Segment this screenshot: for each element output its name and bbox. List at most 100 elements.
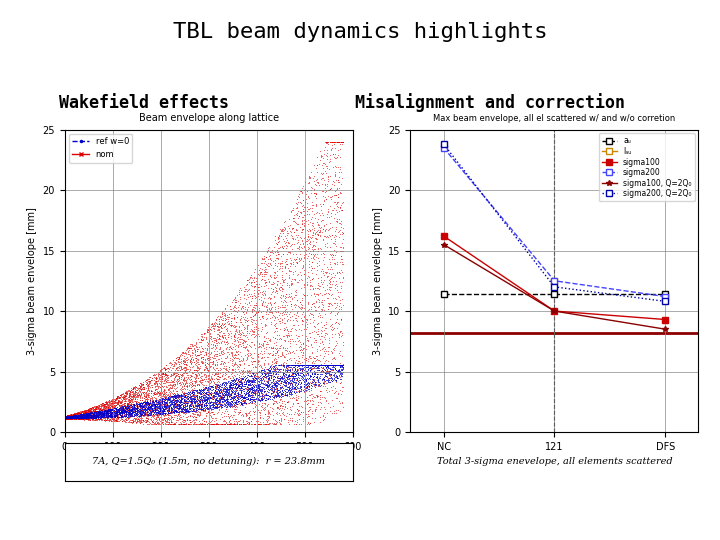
Point bbox=[76, 409, 88, 418]
Point bbox=[100, 411, 112, 420]
Point bbox=[88, 413, 99, 421]
Point bbox=[261, 301, 273, 309]
Point bbox=[319, 306, 330, 315]
Point bbox=[165, 392, 176, 400]
Point bbox=[136, 402, 148, 410]
Point bbox=[136, 396, 148, 404]
Point bbox=[274, 401, 285, 410]
Point bbox=[211, 349, 222, 358]
Point bbox=[137, 409, 148, 418]
Point bbox=[174, 400, 185, 408]
Point bbox=[258, 403, 270, 412]
Point bbox=[265, 298, 276, 306]
Point bbox=[193, 388, 204, 396]
Point bbox=[215, 393, 226, 401]
Point bbox=[102, 401, 113, 410]
Point bbox=[120, 392, 132, 400]
Point bbox=[102, 409, 114, 418]
Point bbox=[282, 317, 293, 326]
Point bbox=[294, 359, 306, 367]
Point bbox=[241, 354, 253, 363]
Point bbox=[273, 265, 284, 273]
Point bbox=[319, 359, 330, 368]
Point bbox=[212, 325, 223, 334]
Point bbox=[72, 409, 84, 417]
Point bbox=[335, 284, 346, 293]
Point bbox=[130, 408, 142, 417]
Point bbox=[300, 361, 311, 370]
Point bbox=[263, 409, 274, 417]
Point bbox=[327, 322, 338, 331]
Point bbox=[142, 401, 153, 410]
Point bbox=[326, 333, 338, 342]
Point bbox=[191, 369, 202, 378]
Point bbox=[167, 419, 179, 428]
Point bbox=[258, 373, 269, 382]
Point bbox=[68, 412, 79, 421]
Point bbox=[289, 370, 301, 379]
Point bbox=[230, 368, 241, 376]
Point bbox=[90, 404, 102, 413]
Point bbox=[252, 330, 264, 339]
Point bbox=[227, 384, 238, 393]
Point bbox=[322, 369, 333, 377]
Point bbox=[166, 404, 177, 413]
Point bbox=[166, 417, 177, 426]
Point bbox=[265, 368, 276, 376]
Point bbox=[139, 399, 150, 407]
Point bbox=[194, 403, 205, 411]
Point bbox=[318, 361, 329, 370]
Point bbox=[182, 389, 194, 398]
Point bbox=[257, 379, 269, 388]
Point bbox=[154, 397, 166, 406]
Point bbox=[194, 401, 206, 409]
Point bbox=[113, 407, 125, 416]
Point bbox=[221, 402, 233, 410]
Point bbox=[78, 409, 89, 418]
Point bbox=[268, 278, 279, 286]
Point bbox=[90, 408, 102, 417]
Point bbox=[66, 415, 78, 423]
Point bbox=[228, 375, 240, 384]
Point bbox=[150, 384, 162, 393]
Point bbox=[304, 328, 315, 337]
Point bbox=[204, 404, 216, 413]
Point bbox=[212, 366, 224, 374]
Point bbox=[159, 402, 171, 410]
Point bbox=[62, 412, 73, 421]
Point bbox=[130, 404, 142, 413]
Point bbox=[310, 190, 322, 199]
Point bbox=[65, 414, 76, 423]
Point bbox=[82, 413, 94, 421]
Point bbox=[324, 364, 336, 373]
Point bbox=[179, 363, 191, 372]
Point bbox=[60, 413, 72, 422]
Point bbox=[201, 325, 212, 333]
Point bbox=[84, 411, 96, 420]
Point bbox=[202, 408, 214, 417]
Point bbox=[301, 367, 312, 375]
Point bbox=[66, 411, 77, 420]
Point bbox=[221, 379, 233, 388]
Point bbox=[92, 409, 104, 418]
Point bbox=[103, 401, 114, 410]
Point bbox=[194, 419, 206, 428]
Point bbox=[227, 383, 238, 391]
Point bbox=[205, 361, 217, 370]
Point bbox=[122, 407, 134, 416]
Point bbox=[248, 393, 259, 402]
Point bbox=[309, 244, 320, 253]
Point bbox=[221, 387, 233, 396]
Point bbox=[285, 406, 297, 414]
Point bbox=[144, 406, 156, 415]
Point bbox=[66, 413, 78, 421]
Point bbox=[154, 406, 166, 415]
Point bbox=[79, 408, 91, 416]
Point bbox=[118, 400, 130, 409]
Point bbox=[268, 381, 279, 389]
Point bbox=[299, 215, 310, 224]
Point bbox=[215, 399, 226, 408]
Point bbox=[275, 395, 287, 404]
Point bbox=[256, 312, 267, 320]
Point bbox=[236, 380, 248, 389]
